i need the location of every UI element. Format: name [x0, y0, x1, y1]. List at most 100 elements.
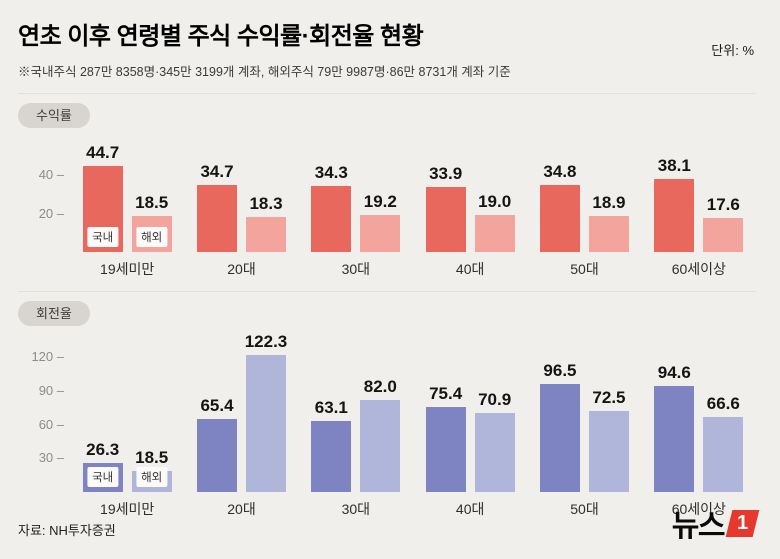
category-label: 30대 — [341, 261, 371, 277]
category-label: 20대 — [227, 261, 256, 277]
y-tick-label: 90 – — [38, 383, 64, 399]
value-label: 65.4 — [200, 395, 234, 415]
turnover-plot-area: 30 –60 –90 –120 – 26.3 국내 18.5 해외 65.4 122.3 6… — [18, 332, 756, 492]
value-label: 26.3 — [86, 439, 120, 459]
y-tick-label: 40 – — [38, 167, 64, 183]
returns-chart-section: 수익률 20 – 40 – 44.7 국내 18.5 해외 34.7 18.3 34.3 19.… — [0, 94, 780, 279]
value-label: 17.6 — [706, 195, 740, 215]
category-label: 50대 — [570, 261, 599, 277]
value-label: 34.3 — [314, 163, 348, 183]
value-label: 34.7 — [200, 162, 234, 182]
subtitle: ※국내주식 287만 8358명·345만 3199개 계좌, 해외주식 79만… — [18, 65, 511, 79]
turnover-x-axis-labels: 19세미만 20대 30대 40대 50대 60세이상 — [18, 499, 756, 519]
bar-domestic: 38.1 — [654, 156, 695, 252]
bar-domestic: 34.7 — [196, 162, 237, 252]
bar-group: 34.3 19.2 — [299, 163, 413, 252]
bar-domestic: 96.5 — [539, 361, 580, 492]
bar-overseas: 19.0 — [474, 192, 515, 252]
header-divider — [18, 93, 756, 94]
y-tick-label: 60 – — [38, 416, 64, 432]
bar-group: 65.4 122.3 — [184, 332, 298, 492]
bar-domestic: 65.4 — [196, 396, 237, 492]
bar-group: 33.9 19.0 — [413, 164, 527, 252]
news1-logo: 뉴스 1 — [672, 501, 760, 545]
series-legend-label: 해외 — [136, 467, 168, 487]
bar-overseas: 82.0 — [360, 377, 401, 492]
section-divider — [18, 291, 756, 292]
bar-overseas: 72.5 — [588, 388, 629, 492]
y-tick-label: 30 – — [38, 450, 64, 466]
value-label: 34.8 — [543, 162, 577, 182]
returns-chart-badge: 수익률 — [18, 103, 90, 128]
value-label: 38.1 — [657, 155, 691, 175]
bar-overseas: 18.3 — [245, 194, 286, 252]
bar-overseas: 17.6 — [703, 195, 744, 252]
source-label: 자료: NH투자증권 — [18, 523, 116, 538]
series-legend-label: 국내 — [87, 227, 119, 247]
turnover-chart-section: 회전율 30 – 60 – 90 – 120 – 26.3 국내 18.5 해외 65.4 12… — [0, 292, 780, 519]
bar-domestic: 34.3 — [311, 163, 352, 252]
bar-group: 34.7 18.3 — [184, 162, 298, 252]
bar-domestic: 26.3 국내 — [82, 440, 123, 492]
turnover-y-axis: 30 – 60 – 90 – 120 – — [18, 344, 64, 492]
value-label: 82.0 — [363, 377, 397, 397]
category-label: 60세이상 — [671, 501, 726, 517]
news1-logo-number: 1 — [736, 511, 749, 534]
bar-group: 94.6 66.6 — [642, 363, 756, 492]
value-label: 72.5 — [592, 387, 626, 407]
bar-domestic: 75.4 — [425, 384, 466, 492]
bar-domestic: 34.8 — [539, 162, 580, 252]
value-label: 122.3 — [244, 331, 288, 351]
category-label: 19세미만 — [100, 501, 155, 517]
value-label: 18.9 — [592, 192, 626, 212]
bar-overseas: 66.6 — [703, 394, 744, 492]
bar-overseas: 18.5 해외 — [131, 448, 172, 492]
value-label: 18.5 — [135, 448, 169, 468]
value-label: 33.9 — [429, 163, 463, 183]
header: 연초 이후 연령별 주식 수익률·회전율 현황 단위: % ※국내주식 287만… — [0, 0, 780, 94]
value-label: 63.1 — [314, 398, 348, 418]
bar-group: 34.8 18.9 — [527, 162, 641, 252]
y-tick-label: 20 – — [38, 205, 64, 221]
bar-overseas: 19.2 — [360, 192, 401, 252]
bar-group: 26.3 국내 18.5 해외 — [70, 440, 184, 492]
category-label: 40대 — [455, 501, 485, 517]
value-label: 70.9 — [478, 389, 512, 409]
bar-group: 44.7 국내 18.5 해외 — [70, 143, 184, 252]
value-label: 94.6 — [657, 362, 691, 382]
bar-domestic: 44.7 국내 — [82, 143, 123, 252]
bar-domestic: 94.6 — [654, 363, 695, 492]
returns-plot-area: 20 – 40 – 44.7 국내 18.5 해외 34.7 18.3 34.3 19.2 33.… — [18, 143, 756, 252]
value-label: 75.4 — [429, 384, 463, 404]
value-label: 19.0 — [478, 192, 512, 212]
bar-overseas: 18.9 — [588, 193, 629, 252]
returns-bar-groups: 44.7 국내 18.5 해외 34.7 18.3 34.3 19.2 33.9 19.0 34.8… — [70, 143, 756, 252]
value-label: 19.2 — [363, 192, 397, 212]
bar-overseas: 70.9 — [474, 390, 515, 492]
unit-label: 단위: % — [711, 43, 754, 58]
page-title: 연초 이후 연령별 주식 수익률·회전율 현황 — [18, 23, 424, 50]
returns-x-axis-labels: 19세미만 20대 30대 40대 50대 60세이상 — [18, 259, 756, 279]
value-label: 96.5 — [543, 360, 577, 380]
section-divider-wrap — [0, 291, 780, 292]
bar-overseas: 18.5 해외 — [131, 193, 172, 252]
bar-domestic: 33.9 — [425, 164, 466, 252]
bar-group: 63.1 82.0 — [299, 377, 413, 492]
returns-y-axis: 20 – 40 – — [18, 152, 64, 252]
bar-domestic: 63.1 — [311, 398, 352, 492]
value-label: 18.5 — [135, 193, 169, 213]
value-label: 18.3 — [249, 193, 283, 213]
turnover-bar-groups: 26.3 국내 18.5 해외 65.4 122.3 63.1 82.0 75.4 70.9 96.… — [70, 332, 756, 492]
series-legend-label: 국내 — [87, 467, 119, 487]
bar-group: 75.4 70.9 — [413, 384, 527, 492]
category-label: 19세미만 — [100, 261, 155, 277]
category-label: 40대 — [455, 261, 485, 277]
news1-logo-mark-icon: 1 — [725, 509, 760, 537]
bar-overseas: 122.3 — [245, 332, 287, 492]
category-label: 60세이상 — [671, 261, 726, 277]
bar-group: 96.5 72.5 — [527, 361, 641, 492]
value-label: 44.7 — [86, 143, 120, 163]
category-label: 20대 — [227, 501, 256, 517]
value-label: 66.6 — [706, 394, 740, 414]
category-label: 30대 — [341, 501, 371, 517]
